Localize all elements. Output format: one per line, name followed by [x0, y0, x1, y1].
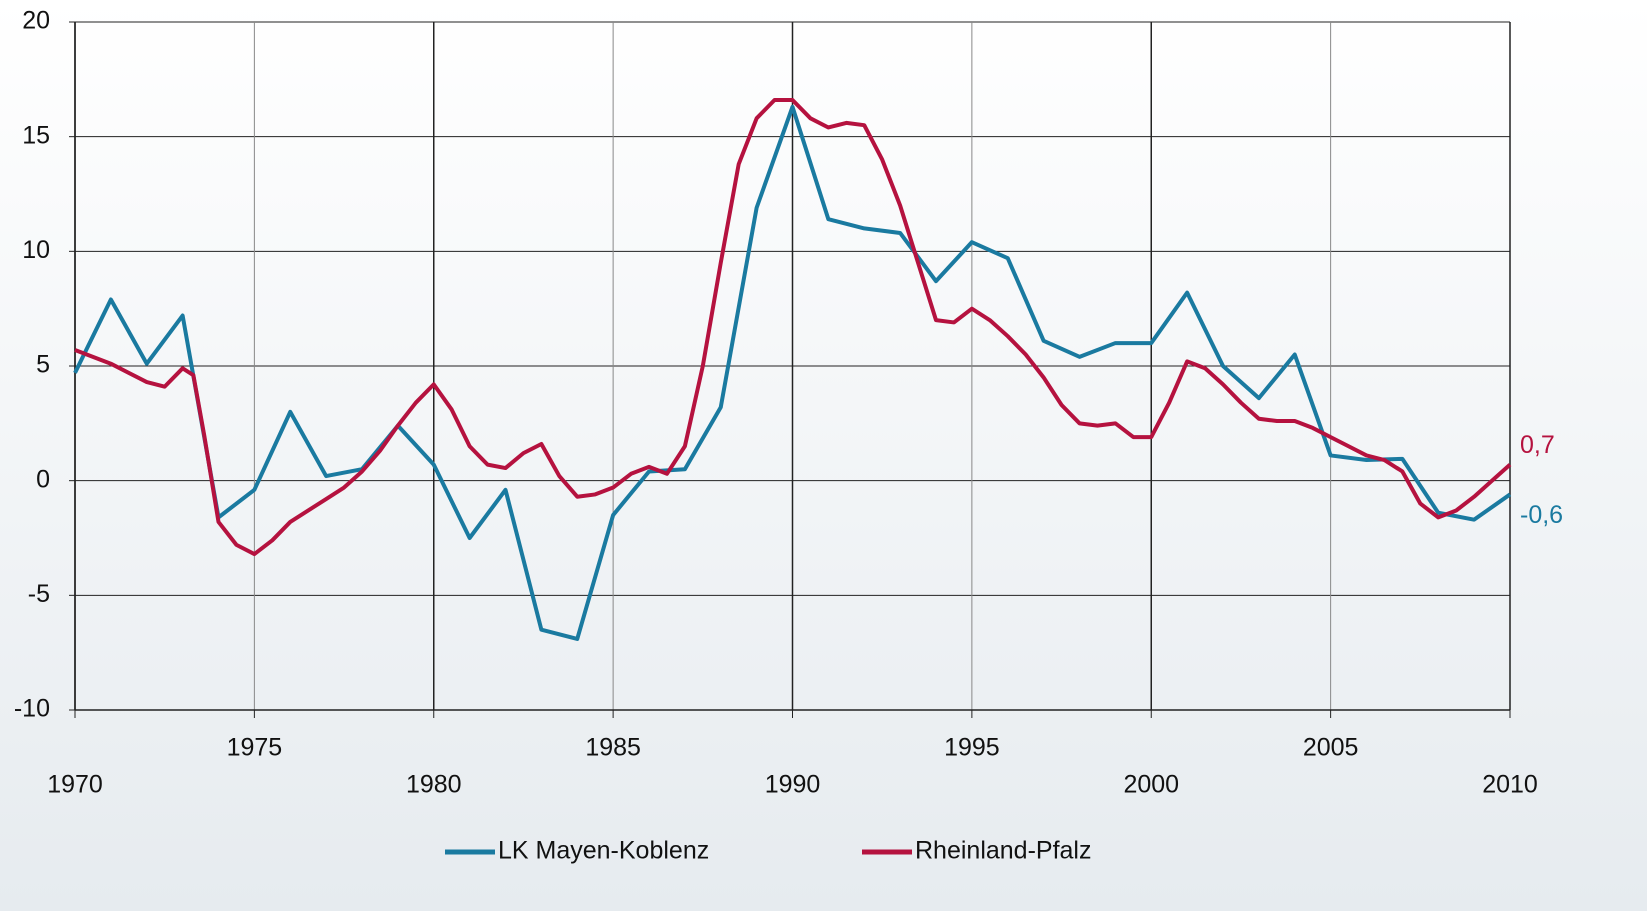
series-line	[74, 97, 1512, 557]
legend-label: Rheinland-Pfalz	[915, 837, 1092, 865]
x-tick-label: 2005	[1303, 734, 1359, 762]
y-tick-label: 0	[36, 465, 50, 493]
x-tick-label: 1990	[765, 771, 821, 799]
data-label: 0,7	[1520, 431, 1555, 459]
x-tick-label: 1975	[227, 734, 283, 762]
x-tick-label: 2010	[1482, 771, 1538, 799]
series-line	[73, 104, 1512, 641]
data-label: -0,6	[1520, 501, 1563, 529]
y-tick-label: -5	[28, 580, 50, 608]
y-tick-label: 5	[36, 351, 50, 379]
x-tick-label: 1985	[585, 734, 641, 762]
x-tick-label: 2000	[1123, 771, 1179, 799]
legend-label: LK Mayen-Koblenz	[498, 837, 709, 865]
y-tick-label: 10	[22, 236, 50, 264]
y-tick-label: 20	[22, 7, 50, 35]
x-tick-label: 1970	[47, 771, 103, 799]
x-tick-label: 1980	[406, 771, 462, 799]
y-tick-label: 15	[22, 121, 50, 149]
y-tick-label: -10	[14, 695, 50, 723]
x-tick-label: 1995	[944, 734, 1000, 762]
